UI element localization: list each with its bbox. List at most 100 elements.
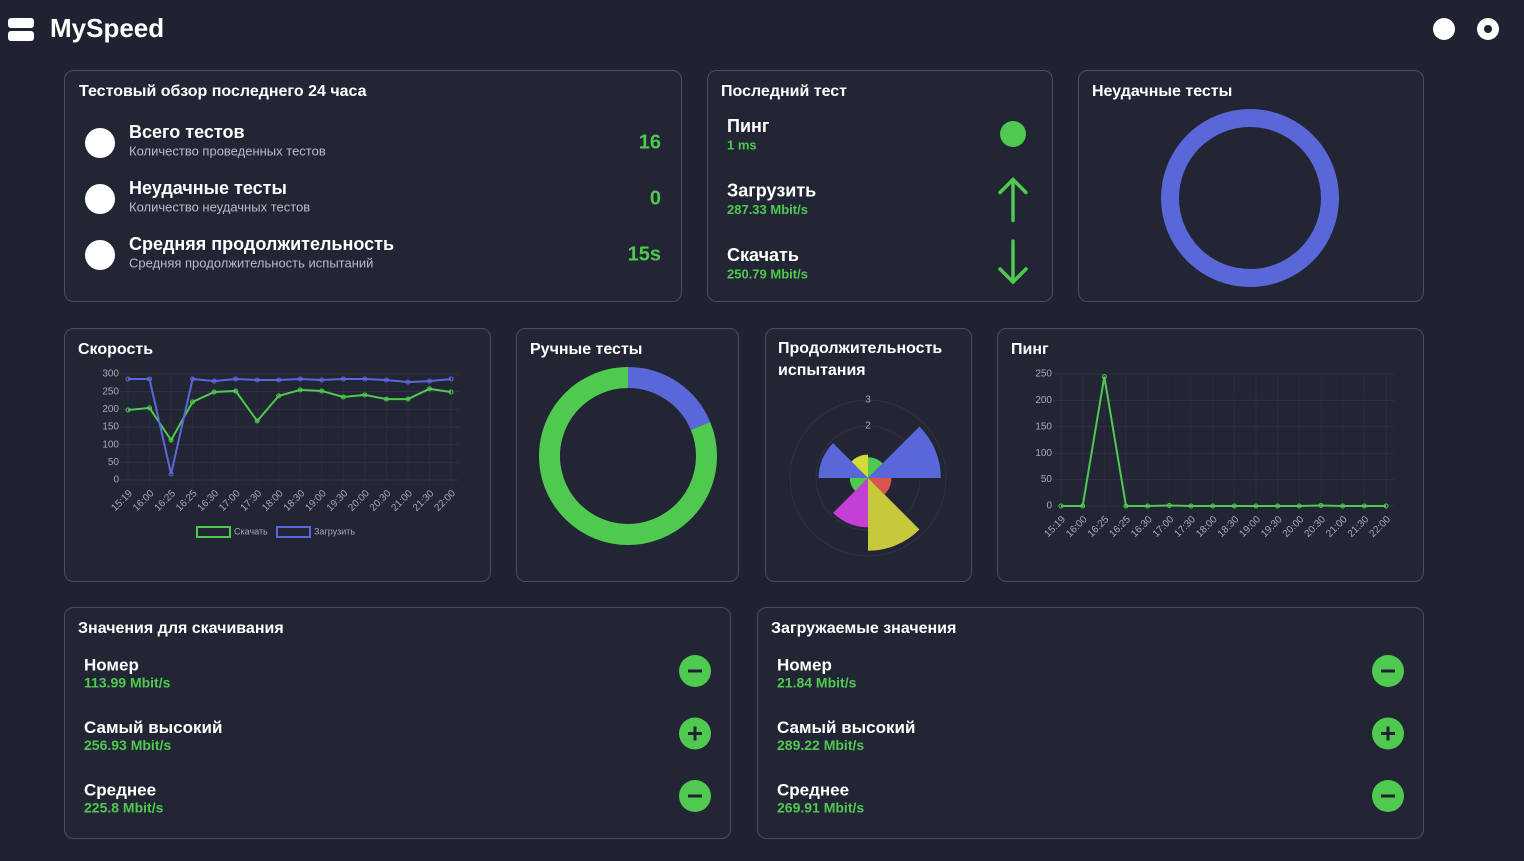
y-tick-label: 200 [102, 404, 119, 415]
icon [998, 177, 1028, 223]
point [1188, 503, 1194, 509]
card-title: Скорость [78, 341, 153, 358]
item-value: 289.22 Mbit/s [777, 737, 864, 753]
card-title: Продолжительность испытания [778, 340, 943, 379]
point [147, 405, 153, 411]
y-tick-label: 150 [1035, 421, 1052, 432]
icon [85, 184, 115, 214]
item-sub: Количество проведенных тестов [129, 143, 326, 158]
point [168, 471, 174, 477]
item-label: Пинг [727, 116, 770, 136]
point [254, 377, 260, 383]
y-tick-label: 150 [102, 422, 119, 433]
point [426, 378, 432, 384]
point [1383, 503, 1389, 509]
item-value: 250.79 Mbit/s [727, 266, 808, 281]
grid-ring [789, 399, 947, 557]
donut-segment [539, 367, 717, 545]
r-tick-label: 3 [865, 395, 871, 406]
point [1231, 503, 1237, 509]
point [1166, 502, 1172, 508]
card-title: Ручные тесты [530, 341, 642, 358]
item-value: 1 ms [727, 137, 757, 152]
point [276, 393, 282, 399]
icon [998, 239, 1028, 285]
legend-label: Загрузить [314, 526, 355, 536]
item-label: Среднее [777, 780, 849, 799]
legend-swatch [196, 526, 231, 538]
point [297, 376, 303, 382]
point [125, 407, 131, 413]
card [757, 607, 1424, 839]
polar-segment [868, 457, 883, 478]
point [276, 377, 282, 383]
line [128, 377, 452, 475]
y-tick-label: 0 [1046, 501, 1052, 512]
point [319, 377, 325, 383]
item-label: Номер [777, 655, 832, 674]
polar-segment [818, 443, 868, 478]
y-tick-label: 250 [1035, 369, 1052, 380]
y-tick-label: 300 [102, 369, 119, 380]
point [1275, 503, 1281, 509]
failed-ring [1161, 109, 1339, 287]
donut-segment [627, 367, 711, 431]
card [765, 328, 972, 582]
server-icon [8, 18, 34, 41]
point [1296, 503, 1302, 509]
item-label: Самый высокий [777, 718, 915, 737]
item-label: Самый высокий [84, 718, 222, 737]
item-sub: Количество неудачных тестов [129, 199, 310, 214]
point [254, 418, 260, 424]
y-tick-label: 50 [108, 457, 120, 468]
speed-button[interactable] [1433, 18, 1455, 40]
point [405, 379, 411, 385]
legend-swatch [276, 526, 311, 538]
icon [85, 128, 115, 158]
card [64, 607, 731, 839]
item-value: 21.84 Mbit/s [777, 675, 857, 691]
point [319, 388, 325, 394]
item-value: 15s [628, 243, 661, 265]
point [1123, 503, 1129, 509]
point [1361, 503, 1367, 509]
point [383, 396, 389, 402]
point [1210, 503, 1216, 509]
item-value: 16 [639, 131, 661, 153]
item-label: Среднее [84, 780, 156, 799]
item-label: Номер [84, 655, 139, 674]
item-label: Скачать [727, 245, 799, 265]
point [426, 386, 432, 392]
point [147, 376, 153, 382]
card-title: Значения для скачивания [78, 620, 284, 637]
point [233, 376, 239, 382]
card-title: Пинг [1011, 341, 1049, 358]
item-value: 269.91 Mbit/s [777, 800, 864, 816]
icon-glyph [688, 726, 702, 741]
item-value: 225.8 Mbit/s [84, 800, 164, 816]
card-title: Тестовый обзор последнего 24 часа [79, 83, 367, 100]
item-sub: Средняя продолжительность испытаний [129, 255, 373, 270]
item-label: Всего тестов [129, 122, 245, 142]
item-value: 256.93 Mbit/s [84, 737, 171, 753]
r-tick-label: 2 [865, 421, 871, 432]
app-title: MySpeed [50, 13, 164, 43]
point [211, 378, 217, 384]
icon-glyph [1381, 726, 1395, 741]
point [1318, 502, 1324, 508]
card [64, 70, 682, 302]
polar-segment [868, 478, 920, 551]
card [707, 70, 1053, 302]
point [340, 376, 346, 382]
card [1078, 70, 1424, 302]
item-label: Неудачные тесты [129, 178, 287, 198]
point [168, 437, 174, 443]
item-value: 287.33 Mbit/s [727, 202, 808, 217]
point [362, 392, 368, 398]
y-tick-label: 100 [102, 439, 119, 450]
item-label: Загрузить [727, 180, 816, 200]
point [233, 388, 239, 394]
point [190, 376, 196, 382]
line [127, 387, 452, 442]
